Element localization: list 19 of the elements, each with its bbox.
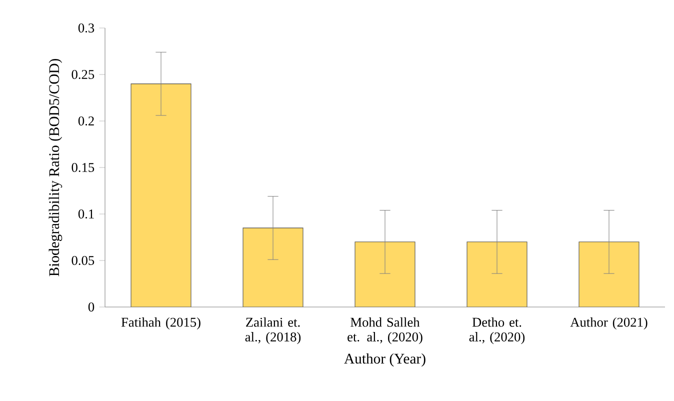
- bar: [466, 242, 528, 308]
- bar: [354, 242, 416, 308]
- x-tick-label: Zailani et. al., (2018): [245, 317, 301, 344]
- y-tick-label: 0.25: [72, 70, 94, 80]
- y-axis-title: Biodegradibility Ratio (BOD5/COD): [48, 58, 62, 276]
- bar: [130, 84, 192, 308]
- bar: [578, 242, 640, 308]
- x-tick-label: Author (2021): [570, 317, 648, 330]
- x-tick-label: Fatihah (2015): [121, 317, 200, 330]
- y-tick-label: 0.1: [78, 209, 94, 219]
- y-tick-label: 0.05: [72, 256, 94, 266]
- y-tick-label: 0.3: [78, 23, 94, 33]
- x-tick-label: Detho et. al., (2020): [469, 317, 525, 344]
- y-tick-label: 0: [88, 302, 94, 312]
- y-tick-label: 0.2: [78, 116, 94, 126]
- y-tick-label: 0.15: [72, 162, 94, 172]
- bar: [242, 228, 304, 308]
- x-tick-label: Mohd Salleh et. al., (2020): [348, 317, 422, 344]
- x-axis-title: Author (Year): [344, 353, 426, 367]
